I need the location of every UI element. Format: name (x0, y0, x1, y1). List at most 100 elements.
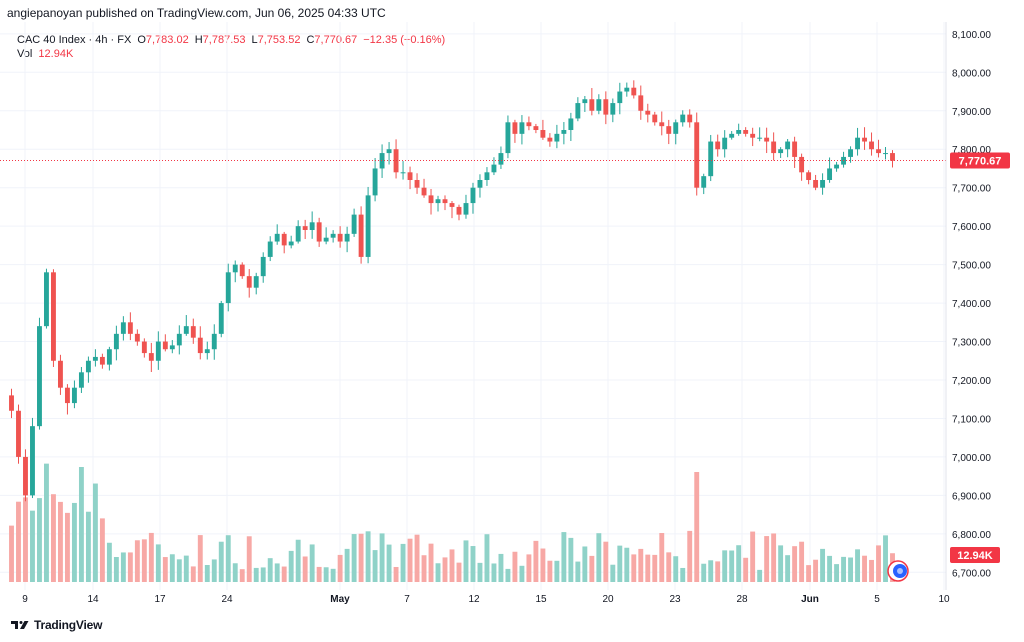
candle-body (750, 133, 756, 138)
volume-bar (379, 533, 385, 582)
volume-bar (813, 559, 819, 582)
volume-bar (148, 532, 154, 582)
candle-body (99, 356, 105, 365)
candle-body (330, 233, 336, 238)
candle-body (239, 264, 245, 277)
candle-body (372, 168, 378, 196)
candle-body (456, 206, 462, 215)
candle-body (30, 426, 35, 496)
candle-body (134, 333, 140, 342)
candle-body (540, 130, 546, 138)
volume-bar (652, 554, 658, 582)
open-value: 7,783.02 (145, 34, 189, 46)
volume-bars (9, 463, 895, 582)
volume-bar (253, 567, 259, 582)
volume-bar (484, 534, 490, 582)
volume-bar (841, 556, 847, 582)
volume-bar (127, 552, 133, 582)
candle-body (498, 153, 504, 165)
volume-legend: Vol 12.94K (17, 48, 73, 60)
volume-bar (16, 501, 21, 582)
close-label: C (306, 34, 315, 46)
candle-body (519, 122, 525, 134)
price-tick-label: 7,000.00 (952, 453, 991, 464)
price-tick-label: 6,700.00 (952, 568, 991, 579)
volume-bar (645, 554, 651, 582)
volume-bar (183, 555, 189, 582)
tradingview-logo-icon[interactable] (8, 618, 32, 632)
volume-bar (218, 541, 224, 582)
candle-body (309, 222, 315, 230)
candle-body (561, 130, 567, 134)
candle-body (218, 303, 224, 334)
volume-bar (764, 536, 770, 582)
candle-body (757, 137, 763, 139)
volume-bar (610, 564, 616, 582)
volume-bar (30, 510, 35, 582)
candle-body (358, 214, 364, 257)
tradingview-brand[interactable]: TradingView (34, 618, 103, 632)
volume-bar (120, 552, 126, 582)
header: angiepanoyan published on TradingView.co… (0, 0, 1024, 24)
price-tick-label: 7,500.00 (952, 261, 991, 272)
price-axis[interactable]: 8,100.00 8,000.00 7,900.00 7,800.00 7,700.00… (952, 30, 991, 579)
volume-bar (883, 535, 888, 582)
symbol-name[interactable]: CAC 40 Index · 4h · FX (17, 34, 132, 46)
volume-bar (51, 494, 56, 582)
time-tick-label: May (330, 594, 350, 605)
candle-body (820, 180, 826, 188)
candle-body (715, 141, 721, 150)
go-to-realtime-icon[interactable] (887, 560, 909, 582)
volume-bar (386, 544, 392, 582)
candle-body (617, 91, 623, 104)
volume-bar (372, 550, 378, 582)
volume-bar (687, 530, 693, 582)
volume-label: 12.94K (957, 550, 993, 562)
volume-bar (239, 569, 245, 582)
time-tick-label: 5 (874, 594, 880, 605)
candle-body (603, 99, 609, 115)
candle-body (834, 164, 840, 169)
volume-bar (617, 545, 623, 582)
volume-bar (44, 463, 49, 582)
volume-bar (23, 497, 28, 582)
candle-body (694, 122, 700, 188)
candle-body (148, 353, 154, 361)
vol-value: 12.94K (38, 48, 74, 60)
volume-bar (78, 467, 84, 582)
volume-tag: 12.94K (950, 547, 1000, 563)
volume-bar (442, 557, 448, 582)
price-tick-label: 7,200.00 (952, 376, 991, 387)
volume-bar (715, 561, 721, 582)
price-tick-label: 7,800.00 (952, 145, 991, 156)
volume-bar (547, 560, 553, 582)
candle-body (23, 456, 28, 496)
volume-bar (344, 548, 350, 582)
price-tick-label: 6,900.00 (952, 491, 991, 502)
volume-bar (750, 531, 756, 582)
volume-bar (85, 511, 91, 582)
candle-body (813, 180, 819, 188)
close-value: 7,770.67 (314, 34, 358, 46)
candle-body (869, 141, 874, 150)
candle-body (575, 103, 581, 119)
candle-body (673, 122, 679, 134)
candle-body (624, 87, 630, 92)
volume-bar (463, 540, 469, 582)
high-value: 7,787.53 (202, 34, 246, 46)
candle-body (155, 341, 161, 361)
volume-bar (673, 556, 679, 582)
price-chart[interactable]: 8,100.00 8,000.00 7,900.00 7,800.00 7,700.00… (0, 22, 1024, 608)
volume-bar (785, 555, 791, 582)
time-axis[interactable]: 9 14 17 24 May 7 12 15 20 23 28 Jun 5 10 (22, 594, 950, 605)
open-label: O (137, 34, 146, 46)
candle-body (225, 272, 231, 304)
candle-body (512, 122, 518, 134)
candle-body (792, 141, 798, 157)
time-tick-label: 9 (22, 594, 28, 605)
volume-bar (99, 518, 105, 582)
volume-bar (638, 548, 644, 582)
candle-body (190, 326, 196, 338)
candle-body (883, 153, 888, 155)
time-tick-label: 10 (938, 594, 950, 605)
